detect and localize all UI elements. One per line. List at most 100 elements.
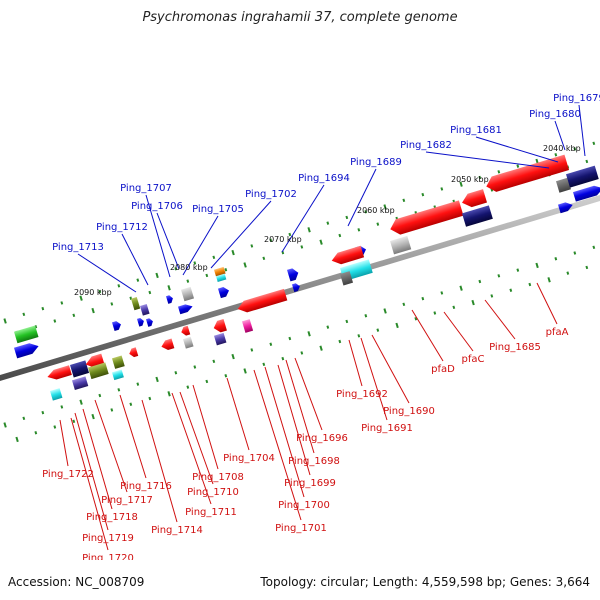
tick-mark [53, 425, 57, 429]
forward-gene-label: Ping_1706 [131, 201, 183, 212]
forward-gene-label: Ping_1679 [553, 93, 600, 104]
reverse-gene-label: Ping_1716 [120, 481, 172, 492]
tick-mark [262, 256, 266, 261]
gene-box [462, 205, 493, 227]
forward-label-connector [347, 168, 377, 227]
reverse-label-connector [70, 417, 109, 551]
tick-mark [22, 312, 26, 317]
tick-mark [300, 245, 304, 249]
forward-gene-arrow [14, 343, 39, 359]
forward-gene-label: Ping_1681 [450, 125, 502, 136]
reverse-label-connector [226, 377, 250, 451]
reverse-gene-arrow [331, 245, 365, 265]
reverse-gene-label: Ping_1710 [187, 487, 239, 498]
tick-mark [53, 319, 57, 323]
tick-mark [91, 413, 95, 420]
tick-mark [243, 262, 247, 268]
reverse-gene-arrow [181, 325, 191, 336]
tick-mark [174, 267, 178, 271]
tick-mark [319, 239, 323, 245]
reverse-gene-label: Ping_1722 [42, 469, 94, 480]
forward-label-connector [554, 120, 566, 151]
tick-mark [573, 251, 577, 255]
gene-box [214, 266, 226, 277]
tick-mark [60, 301, 64, 305]
reverse-gene-label: Ping_1701 [275, 523, 327, 534]
forward-gene-label: Ping_1707 [120, 183, 172, 194]
tick-mark [117, 284, 121, 288]
tick-mark [288, 336, 292, 341]
reverse-label-connector [119, 394, 147, 479]
tick-mark [72, 419, 76, 424]
tick-mark [3, 422, 7, 428]
tick-mark [193, 365, 197, 369]
tick-mark [421, 192, 425, 197]
forward-label-connector [210, 200, 272, 269]
reverse-label-connector [192, 384, 219, 470]
tick-mark [250, 348, 254, 352]
tick-mark [34, 431, 38, 435]
tick-mark [79, 295, 83, 301]
tick-mark [440, 291, 444, 295]
tick-mark [326, 325, 330, 329]
tick-mark [307, 227, 311, 233]
reverse-gene-label: Ping_1699 [284, 478, 336, 489]
tick-mark [269, 342, 273, 346]
tick-mark [440, 187, 444, 191]
tick-mark [167, 285, 171, 291]
reverse-label-connector [82, 408, 113, 510]
tick-mark [186, 385, 190, 389]
forward-gene-arrow [218, 287, 230, 299]
tick-mark [22, 416, 26, 421]
gene-box [183, 336, 194, 349]
tick-mark [250, 244, 254, 248]
reverse-gene-arrow [47, 365, 72, 380]
tick-mark [421, 296, 425, 301]
tick-mark [60, 405, 64, 409]
tick-mark [338, 233, 342, 238]
forward-gene-label: Ping_1680 [529, 109, 581, 120]
tick-mark [573, 147, 577, 151]
reverse-gene-label: Ping_1700 [278, 500, 330, 511]
gene-box [216, 273, 227, 282]
reverse-label-connector [277, 364, 311, 476]
tick-mark [136, 278, 140, 282]
tick-mark [326, 221, 330, 225]
reverse-gene-arrow [129, 347, 139, 358]
scale-label: 2050 kbp [451, 175, 489, 184]
tick-mark [167, 391, 171, 397]
forward-gene-label: Ping_1694 [298, 173, 350, 184]
tick-mark [193, 261, 197, 265]
tick-mark [288, 232, 292, 237]
reverse-label-connector [411, 309, 444, 362]
gene-box [72, 376, 89, 390]
gene-box [140, 303, 150, 316]
forward-label-connector [156, 212, 180, 270]
reverse-label-connector [94, 399, 128, 493]
reverse-gene-label: Ping_1696 [296, 433, 348, 444]
scale-label-layer: 2040 kbp 2050 kbp 2060 kbp 2070 kbp 2080 kbp… [74, 144, 581, 297]
tick-mark [148, 396, 152, 401]
scale-label: 2070 kbp [264, 235, 302, 244]
tick-mark [383, 308, 387, 314]
gene-label-layer: Ping_1679 Ping_1680 Ping_1681 Ping_1682 Ping… [42, 93, 600, 560]
tick-mark [585, 265, 589, 270]
reverse-gene-label: pfaC [462, 354, 485, 365]
gene-box [214, 332, 227, 346]
tick-mark [98, 289, 102, 294]
tick-mark [364, 210, 368, 214]
reverse-label-connector [536, 282, 558, 325]
tick-mark [72, 313, 76, 318]
forward-gene-arrow [287, 268, 299, 282]
reverse-label-connector [141, 399, 178, 523]
forward-label-connector [145, 194, 171, 278]
forward-label-connector [281, 184, 325, 253]
scale-label: 2060 kbp [357, 206, 395, 215]
tick-mark [497, 170, 501, 174]
forward-gene-label: Ping_1689 [350, 157, 402, 168]
forward-gene-arrow [166, 295, 173, 304]
tick-mark [554, 153, 558, 157]
forward-label-connector [578, 104, 586, 157]
gene-feature-layer [14, 154, 600, 401]
